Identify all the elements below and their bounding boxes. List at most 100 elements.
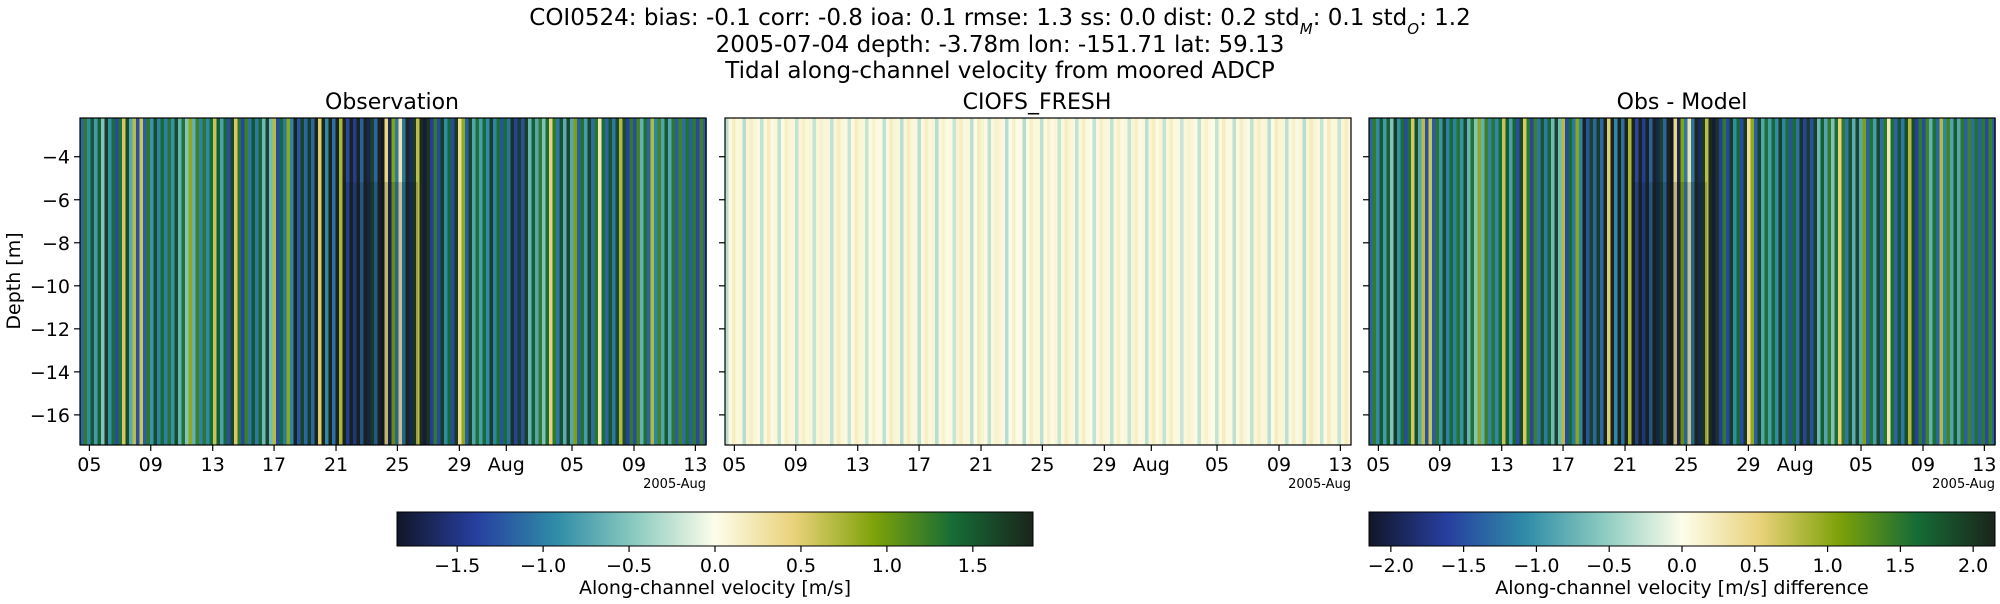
heatmap-column (844, 118, 848, 445)
heatmap-column (458, 118, 462, 445)
heatmap-column (1257, 118, 1261, 445)
heatmap-column (353, 118, 357, 445)
heatmap-column (1533, 118, 1538, 445)
heatmap-column (363, 118, 368, 445)
heatmap-column (998, 118, 1002, 445)
heatmap-column (370, 118, 375, 445)
heatmap-column (1012, 118, 1016, 445)
x-offset-label-difference: 2005-Aug (1932, 477, 1995, 492)
heatmap-column (1022, 118, 1027, 445)
heatmap-column (1330, 118, 1335, 445)
heatmap-column (1852, 118, 1856, 445)
heatmap-column (1918, 118, 1923, 445)
heatmap-column (1929, 118, 1933, 445)
heatmap-column (1222, 118, 1226, 445)
heatmap-column (531, 118, 536, 445)
heatmap-column (1705, 118, 1709, 445)
heatmap-column (1113, 118, 1118, 445)
heatmap-column (1554, 118, 1559, 445)
heatmap-column (381, 118, 385, 445)
heatmap-column (682, 118, 686, 445)
heatmap-column (917, 118, 922, 445)
heatmap-column (1015, 118, 1020, 445)
heatmap-column (1239, 118, 1244, 445)
y-tick-label: −12 (30, 319, 70, 341)
heatmap-column (1775, 118, 1779, 445)
y-tick-label: −16 (30, 405, 70, 427)
heatmap-column (538, 118, 543, 445)
heatmap-column (612, 118, 616, 445)
heatmap-column (199, 118, 203, 445)
heatmap-column (1523, 118, 1527, 445)
heatmap-column (636, 118, 641, 445)
colorbar-tick-label: 0.0 (700, 555, 730, 577)
heatmap-column (854, 118, 859, 445)
heatmap-column (1019, 118, 1023, 445)
heatmap-column (837, 118, 841, 445)
colorbar-tick-label: −2.0 (1368, 555, 1414, 577)
heatmap-column (1155, 118, 1160, 445)
heatmap-column (1988, 118, 1993, 445)
heatmap-column (1887, 118, 1891, 445)
panel-model: CIOFS_FRESH 05 09 13 17 21 25 29 Aug 05 09 13 2005… (719, 90, 1352, 492)
heatmap-column (661, 118, 665, 445)
heatmap-column (290, 118, 294, 445)
heatmap-column (977, 118, 981, 445)
x-tick-label: 05 (1366, 454, 1390, 476)
colorbar-tick-label: 1.0 (872, 555, 902, 577)
heatmap-column (1677, 118, 1681, 445)
heatmap-column (1607, 118, 1611, 445)
heatmap-column (1393, 118, 1398, 445)
heatmap-column (444, 118, 448, 445)
heatmap-column (1799, 118, 1804, 445)
heatmap-column (566, 118, 571, 445)
heatmap-column (1806, 118, 1811, 445)
heatmap-column (1565, 118, 1569, 445)
heatmap-column (816, 118, 820, 445)
heatmap-column (735, 118, 740, 445)
heatmap-column (1309, 118, 1314, 445)
colorbar-tick-label: −0.5 (1586, 555, 1632, 577)
heatmap-column (872, 118, 876, 445)
heatmap-column (454, 118, 459, 445)
heatmap-column (545, 118, 550, 445)
heatmap-column (594, 118, 599, 445)
heatmap-column (725, 118, 729, 445)
heatmap-column (146, 118, 151, 445)
heatmap-column (903, 118, 908, 445)
stat-std-m: std (1264, 5, 1300, 31)
heatmap-column (1141, 118, 1146, 445)
heatmap-column (416, 118, 420, 445)
heatmap-column (619, 118, 623, 445)
colorbar-velocity-label: Along-channel velocity [m/s] (579, 577, 851, 599)
heatmap-column (959, 118, 964, 445)
heatmap-column (468, 118, 473, 445)
x-tick-label: 09 (1428, 454, 1452, 476)
heatmap-column (209, 118, 214, 445)
heatmap-column (1071, 118, 1076, 445)
heatmap-column (573, 118, 578, 445)
heatmap-column (1610, 118, 1615, 445)
heatmap-column (935, 118, 939, 445)
heatmap-column (580, 118, 585, 445)
heatmap-column (1579, 118, 1583, 445)
heatmap-column (1897, 118, 1902, 445)
heatmap-column (1169, 118, 1174, 445)
heatmap-column (633, 118, 637, 445)
heatmap-column (1348, 118, 1352, 445)
heatmap-column (1295, 118, 1300, 445)
heatmap-column (615, 118, 620, 445)
x-tick-label: Aug (488, 454, 525, 476)
panel-difference: Obs - Model 05 09 13 17 21 25 29 Aug 05 09 13 2005… (1363, 90, 1996, 492)
heatmap-column (104, 118, 109, 445)
heatmap-column (1649, 118, 1653, 445)
heatmap-column (1096, 118, 1100, 445)
colorbar-difference-gradient (1368, 511, 1996, 547)
heatmap-column (90, 118, 95, 445)
heatmap-column (1463, 118, 1468, 445)
heatmap-column (570, 118, 574, 445)
colorbar-tick-label: 2.0 (1958, 555, 1988, 577)
heatmap-column (1855, 118, 1860, 445)
heatmap-column (893, 118, 897, 445)
heatmap-column (886, 118, 890, 445)
